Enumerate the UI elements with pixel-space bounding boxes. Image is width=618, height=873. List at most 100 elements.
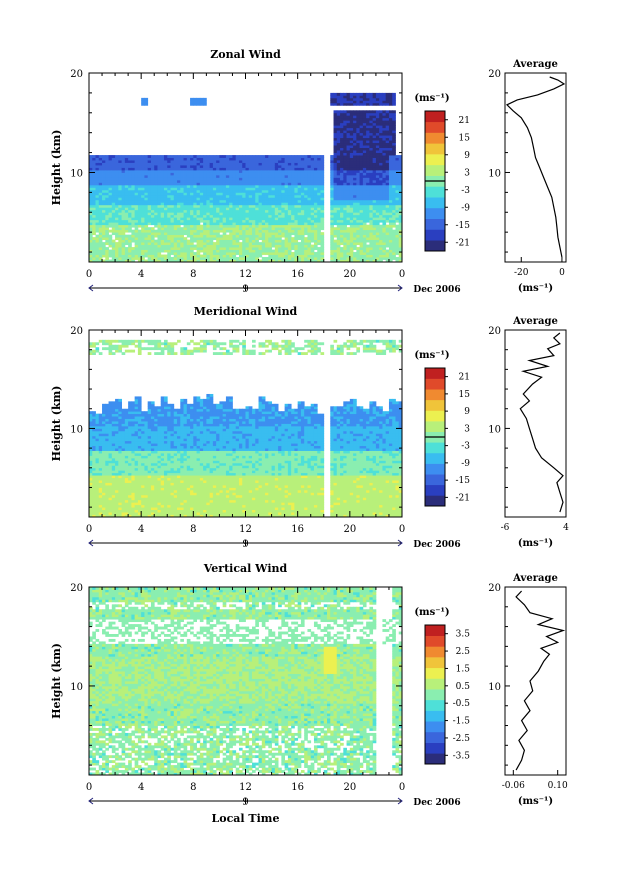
heatmap-cell <box>128 179 132 183</box>
heatmap-cell <box>105 480 109 483</box>
heatmap-cell <box>216 212 220 216</box>
heatmap-cell <box>255 214 259 218</box>
heatmap-cell <box>294 177 299 181</box>
heatmap-cell <box>144 227 149 231</box>
heatmap-cell <box>372 189 377 193</box>
heatmap-cell <box>398 247 403 250</box>
heatmap-cell <box>102 192 106 196</box>
heatmap-cell <box>108 408 113 412</box>
heatmap-cell <box>111 187 116 191</box>
heatmap-cell <box>196 254 201 258</box>
heatmap-cell <box>343 247 347 250</box>
heatmap-cell <box>105 487 109 491</box>
heatmap-cell <box>115 448 119 451</box>
heatmap-cell <box>392 130 396 134</box>
heatmap-cell <box>199 209 204 213</box>
heatmap-cell <box>379 112 383 116</box>
heatmap-cell <box>313 237 318 241</box>
heatmap-cell <box>255 184 259 188</box>
heatmap-cell <box>392 194 396 198</box>
heatmap-cell <box>209 249 214 253</box>
heatmap-cell <box>98 162 103 166</box>
heatmap-cell <box>294 229 299 233</box>
heatmap-cell <box>92 475 96 479</box>
heatmap-cell <box>199 212 204 216</box>
heatmap-cell <box>366 130 370 134</box>
heatmap-cell <box>340 204 344 208</box>
heatmap-cell <box>255 227 259 231</box>
heatmap-cell <box>115 259 119 263</box>
heatmap-cell <box>105 214 109 218</box>
heatmap-cell <box>395 207 400 211</box>
heatmap-cell <box>313 162 318 166</box>
heatmap-cell <box>167 244 171 248</box>
heatmap-cell <box>336 150 341 153</box>
heatmap-cell <box>160 217 165 221</box>
heatmap-cell <box>255 172 259 176</box>
heatmap-cell <box>121 247 126 250</box>
heatmap-cell <box>121 232 126 236</box>
heatmap-cell <box>369 234 374 238</box>
heatmap-cell <box>121 254 126 258</box>
heatmap-cell <box>310 165 315 168</box>
heatmap-cell <box>141 157 145 161</box>
heatmap-cell <box>304 212 308 216</box>
heatmap-cell <box>379 97 383 101</box>
heatmap-cell <box>144 217 149 221</box>
heatmap-cell <box>163 155 168 158</box>
heatmap-cell <box>297 157 302 161</box>
heatmap-cell <box>160 162 165 166</box>
heatmap-cell <box>229 259 233 263</box>
heatmap-cell <box>111 509 116 513</box>
heatmap-cell <box>141 259 145 263</box>
heatmap-cell <box>366 174 370 178</box>
heatmap-cell <box>196 239 201 243</box>
heatmap-cell <box>212 162 217 166</box>
heatmap-cell <box>147 174 152 178</box>
heatmap-cell <box>238 167 243 171</box>
heatmap-cell <box>375 244 380 248</box>
heatmap-cell <box>193 155 197 158</box>
heatmap-cell <box>372 252 377 255</box>
heatmap-cell <box>121 219 126 223</box>
heatmap-cell <box>349 110 354 114</box>
heatmap-cell <box>395 179 400 183</box>
heatmap-cell <box>190 249 194 253</box>
heatmap-cell <box>235 259 240 263</box>
heatmap-cell <box>111 489 116 493</box>
heatmap-cell <box>398 244 403 248</box>
heatmap-cell <box>160 259 165 263</box>
heatmap-cell <box>89 207 93 211</box>
heatmap-cell <box>108 455 113 459</box>
heatmap-cells <box>89 339 403 518</box>
heatmap-cell <box>310 219 315 223</box>
heatmap-cell <box>356 232 361 236</box>
heatmap-cell <box>366 117 370 121</box>
heatmap-cell <box>183 224 188 228</box>
heatmap-cell <box>147 167 152 171</box>
heatmap-cell <box>242 232 246 236</box>
heatmap-cell <box>353 152 357 156</box>
heatmap-cell <box>343 257 347 260</box>
heatmap-cell <box>183 249 188 253</box>
heatmap-cell <box>392 125 396 129</box>
heatmap-cell <box>199 157 204 161</box>
heatmap-cell <box>281 204 286 208</box>
heatmap-cell <box>349 242 354 245</box>
heatmap-cell <box>320 202 325 206</box>
heatmap-cell <box>346 142 351 146</box>
heatmap-cell <box>353 125 357 129</box>
heatmap-cell <box>180 249 184 253</box>
heatmap-cell <box>375 135 380 139</box>
heatmap-cell <box>366 135 370 139</box>
heatmap-cell <box>102 512 106 515</box>
heatmap-cell <box>271 174 276 178</box>
heatmap-cell <box>222 247 227 250</box>
heatmap-cell <box>222 174 227 178</box>
heatmap-cell <box>392 214 396 218</box>
heatmap-cell <box>150 217 155 221</box>
heatmap-cell <box>300 162 305 166</box>
heatmap-cell <box>89 165 93 168</box>
heatmap-cell <box>118 209 122 213</box>
heatmap-cell <box>89 475 93 479</box>
